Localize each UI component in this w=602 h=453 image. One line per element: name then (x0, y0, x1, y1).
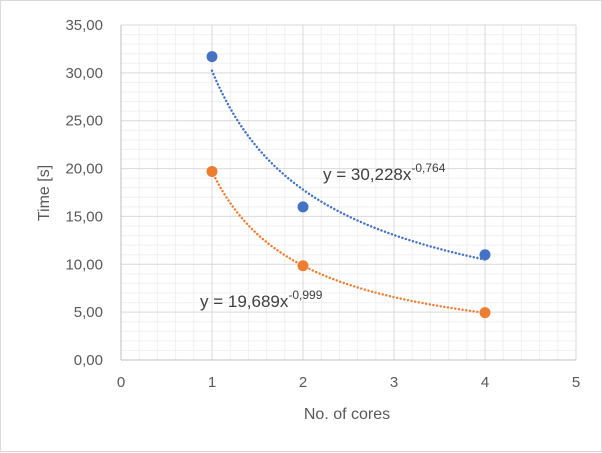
y-tick-label: 0,00 (74, 352, 103, 369)
x-tick-label: 4 (481, 374, 489, 391)
data-point-series-2 (479, 307, 491, 319)
x-tick-labels: 0 1 2 3 4 5 (117, 374, 580, 391)
data-point-series-2 (297, 260, 309, 272)
major-gridlines (121, 24, 577, 360)
y-tick-labels: 0,00 5,00 10,00 15,00 20,00 25,00 30,00 35,00 (65, 17, 103, 369)
trendline-equation-series-1: y = 30,228x-0,764 (323, 161, 446, 184)
y-tick-label: 30,00 (65, 65, 103, 82)
y-tick-label: 20,00 (65, 161, 103, 178)
x-tick-label: 2 (299, 374, 307, 391)
minor-gridlines (121, 25, 576, 360)
y-tick-label: 25,00 (65, 113, 103, 130)
x-axis-title: No. of cores (304, 406, 390, 423)
data-points (206, 51, 491, 319)
y-tick-label: 35,00 (65, 17, 103, 34)
x-tick-label: 1 (208, 374, 216, 391)
y-tick-label: 5,00 (74, 304, 103, 321)
trendline-series-2 (210, 170, 487, 315)
trendline-equations: y = 30,228x-0,764 y = 19,689x-0,999 (200, 161, 446, 311)
x-tick-label: 3 (390, 374, 398, 391)
axes (120, 25, 576, 361)
trendlines (210, 69, 487, 315)
data-point-series-1 (297, 201, 309, 213)
data-point-series-1 (206, 51, 218, 63)
data-point-series-2 (206, 165, 218, 177)
trendline-series-1 (210, 69, 487, 261)
trendline-equation-series-2: y = 19,689x-0,999 (200, 288, 323, 311)
y-axis-title: Time [s] (36, 165, 53, 221)
data-point-series-1 (479, 249, 491, 261)
y-tick-label: 15,00 (65, 208, 103, 225)
x-tick-label: 5 (572, 374, 580, 391)
y-tick-label: 10,00 (65, 256, 103, 273)
x-tick-label: 0 (117, 374, 125, 391)
